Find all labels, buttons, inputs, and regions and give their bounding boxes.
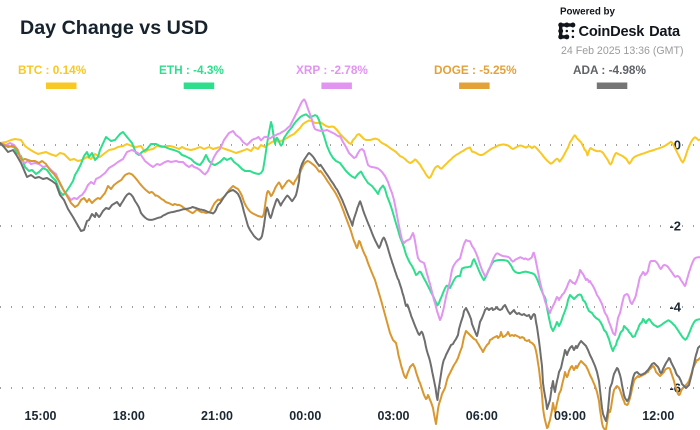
svg-text:ETH : -4.3%: ETH : -4.3% xyxy=(159,63,224,77)
svg-text:0: 0 xyxy=(674,138,681,153)
svg-text:-2: -2 xyxy=(669,219,681,234)
svg-text:ADA : -4.98%: ADA : -4.98% xyxy=(573,63,646,77)
svg-text:18:00: 18:00 xyxy=(113,409,145,423)
svg-text:09:00: 09:00 xyxy=(554,409,586,423)
svg-text:DOGE : -5.25%: DOGE : -5.25% xyxy=(434,63,517,77)
svg-text:XRP : -2.78%: XRP : -2.78% xyxy=(296,63,368,77)
svg-text:00:00: 00:00 xyxy=(289,409,321,423)
svg-text:12:00: 12:00 xyxy=(642,409,674,423)
svg-text:BTC : 0.14%: BTC : 0.14% xyxy=(18,63,87,77)
svg-text:06:00: 06:00 xyxy=(466,409,498,423)
svg-text:Powered by: Powered by xyxy=(560,7,616,18)
svg-text:21:00: 21:00 xyxy=(201,409,233,423)
svg-text:Day Change vs USD: Day Change vs USD xyxy=(20,17,208,39)
svg-text:CoinDesk Data: CoinDesk Data xyxy=(579,24,681,40)
svg-text:03:00: 03:00 xyxy=(378,409,410,423)
svg-text:24 Feb 2025 13:36 (GMT): 24 Feb 2025 13:36 (GMT) xyxy=(561,45,683,57)
svg-text:-4: -4 xyxy=(669,300,681,315)
svg-text:15:00: 15:00 xyxy=(25,409,57,423)
